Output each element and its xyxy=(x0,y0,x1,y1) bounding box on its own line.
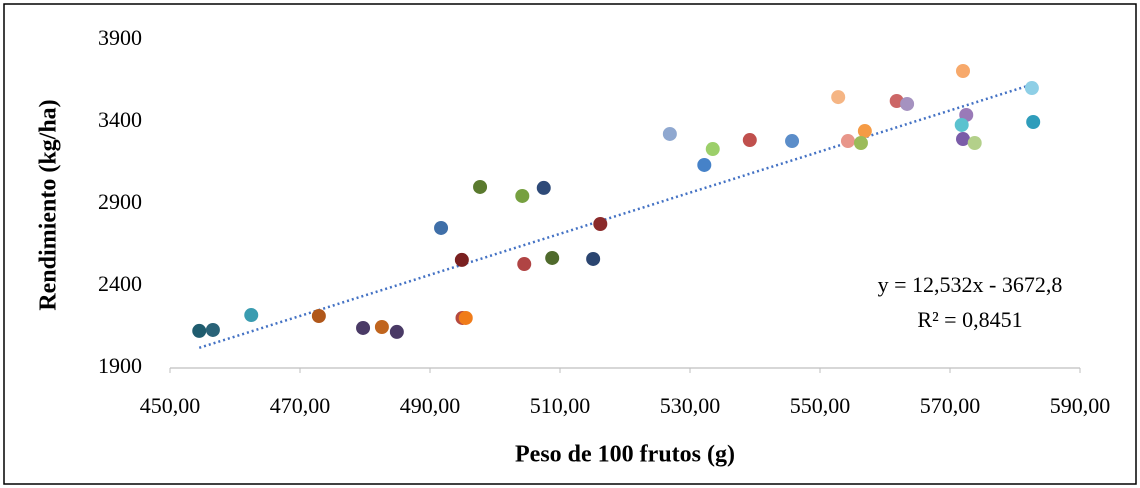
x-tick-label: 470,00 xyxy=(270,393,331,418)
y-tick-label: 3900 xyxy=(98,25,142,50)
trendline xyxy=(198,82,1034,350)
point xyxy=(586,251,601,266)
x-tick-label: 550,00 xyxy=(790,393,851,418)
y-tick-label: 2900 xyxy=(98,189,142,214)
point xyxy=(705,142,720,157)
point xyxy=(954,117,969,132)
point xyxy=(473,179,488,194)
point xyxy=(593,217,608,232)
trendline-equation: y = 12,532x - 3672,8 xyxy=(878,272,1063,297)
x-tick-label: 490,00 xyxy=(400,393,461,418)
point xyxy=(956,63,970,78)
x-tick-label: 570,00 xyxy=(920,393,981,418)
point xyxy=(517,257,532,272)
x-tick-label: 510,00 xyxy=(530,393,591,418)
point xyxy=(356,320,371,335)
point xyxy=(956,132,970,147)
point xyxy=(857,124,872,139)
point xyxy=(785,134,800,149)
point xyxy=(311,309,326,324)
point xyxy=(536,180,551,195)
x-tick-label: 450,00 xyxy=(140,393,201,418)
point xyxy=(545,250,560,265)
point xyxy=(840,134,855,149)
point xyxy=(389,324,404,339)
point xyxy=(244,308,259,323)
x-tick-label: 530,00 xyxy=(660,393,721,418)
y-tick-label: 3400 xyxy=(98,107,142,132)
y-tick-label: 2400 xyxy=(98,271,142,296)
point xyxy=(900,96,915,111)
y-tick-label: 1900 xyxy=(98,353,142,378)
chart-frame xyxy=(3,3,1137,485)
point xyxy=(192,323,207,338)
x-axis-title: Peso de 100 frutos (g) xyxy=(515,442,735,468)
x-tick-label: 590,00 xyxy=(1050,393,1111,418)
point xyxy=(374,320,389,334)
point xyxy=(831,90,846,105)
point xyxy=(1024,81,1039,96)
point xyxy=(662,126,677,141)
point xyxy=(205,322,220,337)
point xyxy=(697,157,712,172)
point xyxy=(434,220,449,235)
point xyxy=(515,188,530,203)
point xyxy=(454,252,469,267)
point xyxy=(742,133,757,148)
point xyxy=(967,135,982,150)
trendline-r2: R² = 0,8451 xyxy=(917,307,1022,332)
point xyxy=(458,310,473,325)
y-axis-title: Rendimiento (kg/ha) xyxy=(36,99,62,310)
point xyxy=(853,135,868,150)
point xyxy=(1026,115,1041,129)
